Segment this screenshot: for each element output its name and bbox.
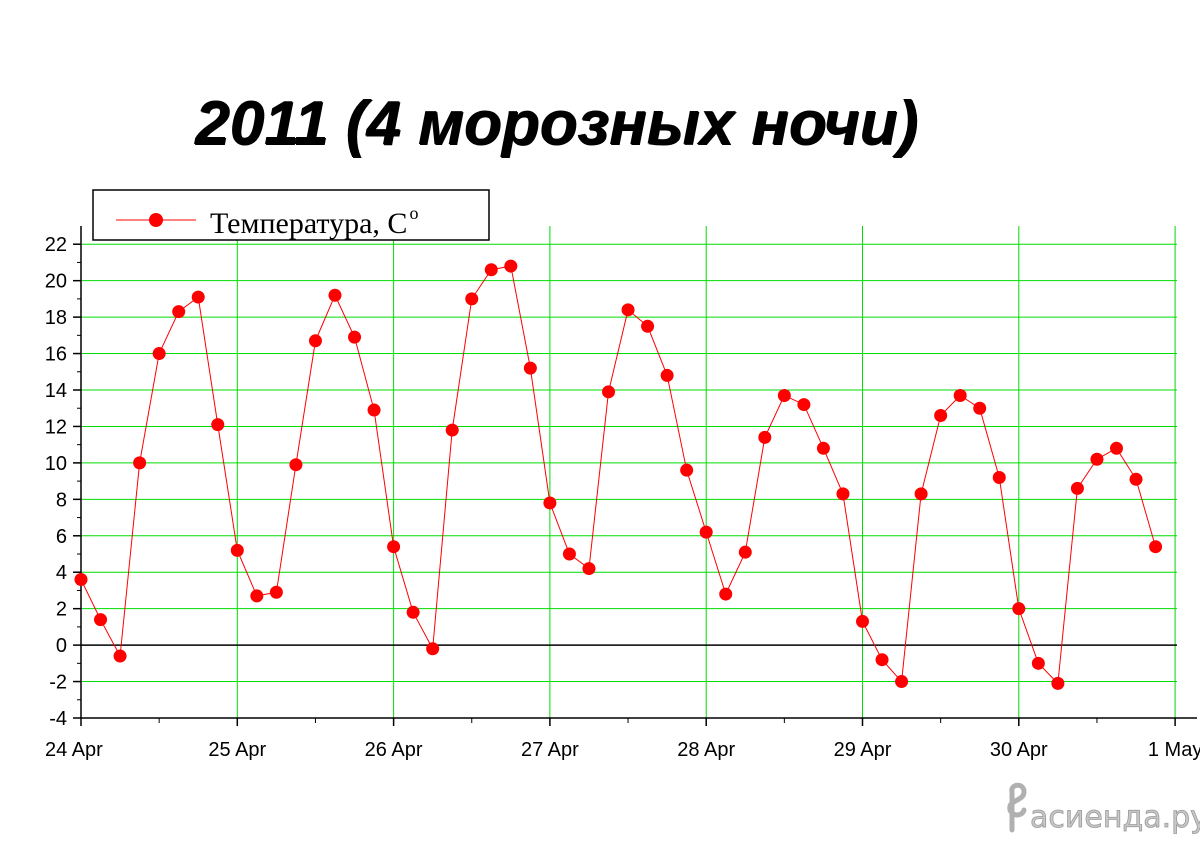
y-tick-label: 16 [45,344,67,366]
y-tick-label: -2 [49,672,67,694]
x-tick-label: 29 Apr [834,739,892,761]
data-point [602,385,616,399]
data-point [875,653,889,667]
data-point [836,487,850,501]
data-point [699,525,713,539]
data-point [445,423,459,437]
chart-title: 2011 (4 морозных ночи) [195,89,919,158]
data-point [758,430,772,444]
data-point [426,642,440,656]
data-point [1012,602,1026,616]
series-temperature [74,259,1163,690]
x-tick-label: 28 Apr [677,739,735,761]
data-point [680,463,694,477]
data-point [230,543,244,557]
x-tick-label: 30 Apr [990,739,1048,761]
y-tick-label: 14 [45,380,67,402]
watermark-logo-icon [1007,782,1027,833]
y-tick-label: 0 [56,635,67,657]
legend-marker [149,213,163,227]
data-point [348,330,362,344]
data-point [250,589,264,603]
data-point [582,562,596,576]
data-point [269,585,283,599]
data-point [211,418,225,432]
data-point [172,305,186,319]
y-tick-label: 8 [56,489,67,511]
data-point [152,347,166,361]
data-point [934,409,948,423]
data-point [621,303,635,317]
data-point [562,547,576,561]
data-point [816,441,830,455]
x-tick-label: 25 Apr [208,739,266,761]
data-point [94,613,108,627]
grid [81,226,1177,719]
data-point [465,292,479,306]
data-point [191,290,205,304]
data-point [1031,656,1045,670]
y-tick-label: 2 [56,599,67,621]
data-point [738,545,752,559]
data-point [1109,441,1123,455]
data-point [543,496,557,510]
data-point [914,487,928,501]
y-tick-label: 18 [45,307,67,329]
y-tick-label: -4 [49,708,67,730]
data-point [895,675,909,689]
x-tick-label: 24 Apr [45,739,103,761]
data-point [289,458,303,472]
data-point [953,388,967,402]
y-tick-label: 6 [56,526,67,548]
x-tick-label: 1 May [1148,739,1200,761]
data-point [387,540,401,554]
data-point [1129,472,1143,486]
legend-label-text: Температура, C [210,207,407,240]
x-tick-label: 27 Apr [521,739,579,761]
data-point [484,263,498,277]
data-point [1090,452,1104,466]
data-point [641,319,655,333]
watermark-text: асиенда.ру [1030,800,1200,835]
data-point [1149,540,1163,554]
data-point [504,259,518,273]
data-point [367,403,381,417]
legend-label-sup: o [409,203,418,223]
data-point [973,401,987,415]
y-tick-label: 10 [45,453,67,475]
y-tick-label: 22 [45,234,67,256]
y-tick-label: 12 [45,416,67,438]
data-point [1070,481,1084,495]
y-tick-label: 20 [45,271,67,293]
data-point [133,456,147,470]
data-point [777,388,791,402]
data-point [797,398,811,412]
data-point [1051,676,1065,690]
axes: -4 -2 0 2 4 6 8 10 12 14 16 18 20 22 24 Apr 25 Apr 26 Ap… [45,226,1200,761]
data-point [660,368,674,382]
data-point [992,470,1006,484]
y-tick-label: 4 [56,562,67,584]
data-point [406,605,420,619]
data-point [523,361,537,375]
data-point [719,587,733,601]
x-tick-label: 26 Apr [365,739,423,761]
data-point [308,334,322,348]
watermark: асиенда.ру [1007,782,1200,835]
data-point [113,649,127,663]
data-point [328,288,342,302]
data-point [856,614,869,628]
data-point [74,573,88,587]
